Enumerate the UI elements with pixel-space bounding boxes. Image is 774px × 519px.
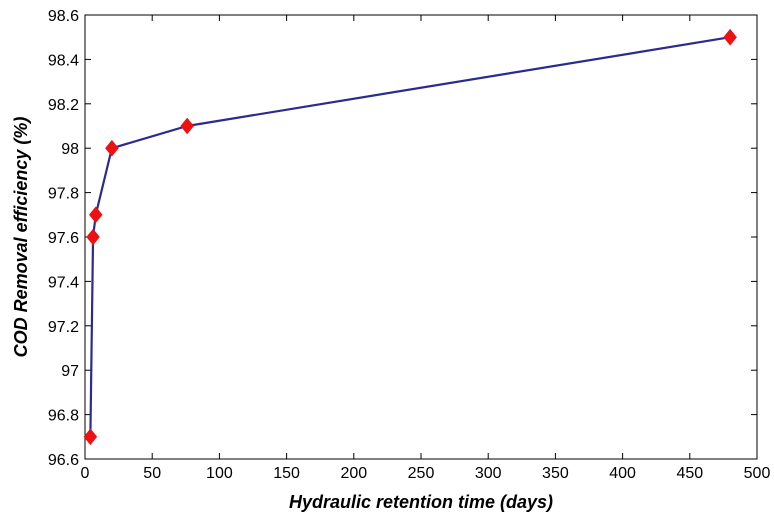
x-tick-label: 100	[206, 465, 233, 482]
data-point-marker	[105, 139, 119, 157]
x-tick-label: 350	[542, 465, 569, 482]
x-tick-label: 400	[609, 465, 636, 482]
data-point-marker	[723, 28, 737, 46]
plot-frame	[84, 14, 758, 460]
x-tick-label: 250	[408, 465, 435, 482]
y-tick-label: 98.2	[48, 97, 79, 114]
x-tick-label: 450	[676, 465, 703, 482]
data-point-marker	[86, 228, 100, 246]
y-tick-label: 97	[61, 363, 79, 380]
y-tick-label: 96.8	[48, 408, 79, 425]
x-tick-label: 200	[340, 465, 367, 482]
y-tick-label: 98	[61, 141, 79, 158]
x-tick-label: 50	[143, 465, 161, 482]
x-tick-label: 0	[81, 465, 90, 482]
y-tick-label: 97.2	[48, 319, 79, 336]
x-tick-label: 150	[273, 465, 300, 482]
data-point-marker	[83, 428, 98, 446]
x-axis-ticks: 0 50 100 150 200 250 300 350 400 450 500	[81, 15, 771, 482]
series-layer	[83, 28, 737, 446]
y-tick-label: 96.6	[48, 452, 79, 469]
data-point-marker	[88, 206, 103, 224]
y-tick-label: 97.8	[48, 186, 79, 203]
y-tick-label: 98.4	[48, 52, 79, 69]
x-axis-label: Hydraulic retention time (days)	[289, 492, 553, 512]
x-tick-label: 500	[744, 465, 771, 482]
y-axis-ticks: 96.6 96.8 97 97.2 97.4 97.6 97.8 98 98.2 98.4 98.6	[48, 8, 757, 469]
x-tick-label: 300	[475, 465, 502, 482]
y-tick-label: 97.4	[48, 274, 79, 291]
series-line	[89, 36, 731, 437]
y-axis-label: COD Removal efficiency (%)	[11, 117, 31, 358]
y-tick-label: 98.6	[48, 8, 79, 25]
y-tick-label: 97.6	[48, 230, 79, 247]
data-point-marker	[180, 117, 194, 135]
